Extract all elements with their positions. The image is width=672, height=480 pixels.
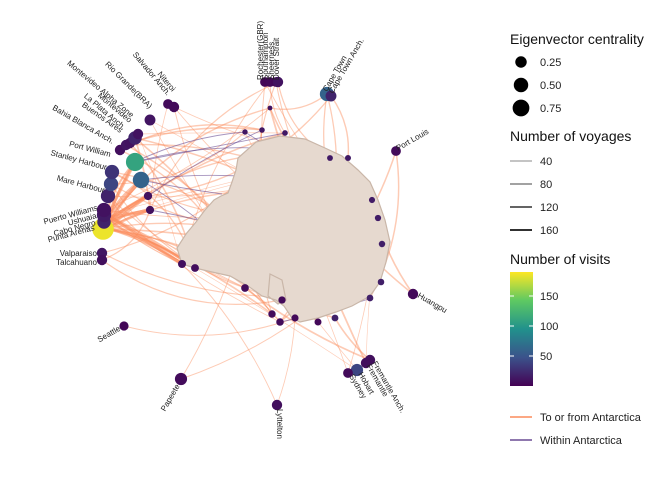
coastal-node xyxy=(314,318,322,326)
legend-voyages-label: 120 xyxy=(540,202,558,214)
port-node xyxy=(132,128,144,140)
port-node xyxy=(174,372,188,386)
port-label: Cape Town Anch. xyxy=(327,37,366,95)
legend-centrality-title: Eigenvector centrality xyxy=(510,31,644,47)
hub-south-georgia xyxy=(132,171,150,189)
port-node xyxy=(343,368,353,378)
legend-centrality-swatch xyxy=(515,56,527,68)
coastal-node xyxy=(278,296,286,304)
coastal-node xyxy=(268,310,276,318)
legend-visits-title: Number of visits xyxy=(510,251,610,267)
edge-to-from xyxy=(123,317,296,336)
coastal-node xyxy=(345,155,351,161)
coastal-node xyxy=(242,129,248,135)
legend-edge-types: To or from Antarctica Within Antarctica xyxy=(510,412,642,447)
coastal-node xyxy=(143,191,153,201)
coastal-node xyxy=(374,214,382,222)
legend-edge-label: Within Antarctica xyxy=(540,435,623,447)
port-node xyxy=(144,114,156,126)
edge-to-from xyxy=(106,214,183,266)
legend-edge-label: To or from Antarctica xyxy=(540,412,642,424)
coastal-node xyxy=(291,314,299,322)
coastal-node xyxy=(276,318,284,326)
port-label: Southampton xyxy=(261,32,270,80)
port-label: Rochester(GBR) xyxy=(256,21,265,80)
edge-within xyxy=(134,131,246,163)
legend-voyages-label: 160 xyxy=(540,225,558,237)
coastal-node xyxy=(377,278,385,286)
legend-centrality-swatch xyxy=(512,99,530,117)
legend: Eigenvector centrality 0.25 0.50 0.75 Numb… xyxy=(510,31,644,447)
edge-to-from xyxy=(101,259,283,305)
coastal-node xyxy=(366,294,374,302)
edge-to-from xyxy=(334,317,371,361)
port-label: Seattle xyxy=(96,324,123,345)
edge-within xyxy=(134,132,286,163)
legend-centrality-label: 0.50 xyxy=(540,80,561,92)
port-node xyxy=(407,288,419,300)
legend-voyages-title: Number of voyages xyxy=(510,128,631,144)
coastal-node xyxy=(191,264,199,272)
legend-voyages-label: 80 xyxy=(540,179,552,191)
legend-voyages-items: 40 80 120 160 xyxy=(510,156,558,237)
hub-antarctic-peninsula xyxy=(125,152,145,172)
legend-centrality-label: 0.75 xyxy=(540,103,561,115)
port-label: Dover Strait xyxy=(272,37,281,80)
port-node xyxy=(119,321,129,331)
coastal-node xyxy=(259,127,265,133)
coastal-node xyxy=(145,205,155,215)
port-node xyxy=(271,399,283,411)
port-node xyxy=(103,176,119,192)
coastal-node xyxy=(368,196,376,204)
port-node xyxy=(272,76,284,88)
legend-centrality-items: 0.25 0.50 0.75 xyxy=(512,56,561,117)
port-label: Talcahuano xyxy=(56,258,97,267)
port-label: Papeete xyxy=(159,382,182,413)
edge-to-from xyxy=(244,287,371,361)
coastal-node xyxy=(331,314,339,322)
edge-to-from xyxy=(137,132,286,135)
visits-colorbar xyxy=(510,272,533,386)
colorbar-tick-label: 50 xyxy=(540,351,552,363)
port-node xyxy=(168,101,180,113)
port-label: Valparaiso xyxy=(60,249,98,258)
edge-to-from xyxy=(101,209,151,261)
port-label: Mare Harbour xyxy=(56,173,106,195)
port-node xyxy=(325,90,337,102)
edge-to-from xyxy=(181,263,278,406)
legend-visits-ticks: 50 100 150 xyxy=(510,291,558,363)
port-node xyxy=(391,146,401,156)
edge-within xyxy=(140,179,223,195)
colorbar-tick-label: 100 xyxy=(540,321,558,333)
edge-within xyxy=(147,129,263,197)
port-label: Lyttelton xyxy=(275,409,284,439)
coastal-node xyxy=(282,130,288,136)
coastal-node xyxy=(378,240,386,248)
port-node xyxy=(104,164,120,180)
port-node xyxy=(360,357,372,369)
coastal-node xyxy=(327,155,333,161)
port-label: Huangpu xyxy=(416,291,449,315)
legend-centrality-label: 0.25 xyxy=(540,57,561,69)
coastal-node xyxy=(267,105,273,111)
port-node xyxy=(96,202,112,218)
edge-to-from xyxy=(276,317,296,406)
edge-to-from xyxy=(330,95,350,159)
port-node xyxy=(96,254,108,266)
nodes-layer xyxy=(92,76,419,411)
coastal-node xyxy=(241,284,249,292)
port-label: Port Louis xyxy=(395,127,431,153)
edge-to-from xyxy=(149,81,279,211)
edge-to-from xyxy=(129,127,263,144)
port-node xyxy=(100,188,116,204)
port-node xyxy=(350,363,364,377)
colorbar-tick-label: 150 xyxy=(540,291,558,303)
edge-to-from xyxy=(107,219,183,265)
port-label: Sheerness xyxy=(267,42,276,80)
legend-centrality-swatch xyxy=(513,77,529,93)
legend-voyages-label: 40 xyxy=(540,156,552,168)
edge-to-from xyxy=(194,267,358,371)
coastal-node xyxy=(177,259,187,269)
